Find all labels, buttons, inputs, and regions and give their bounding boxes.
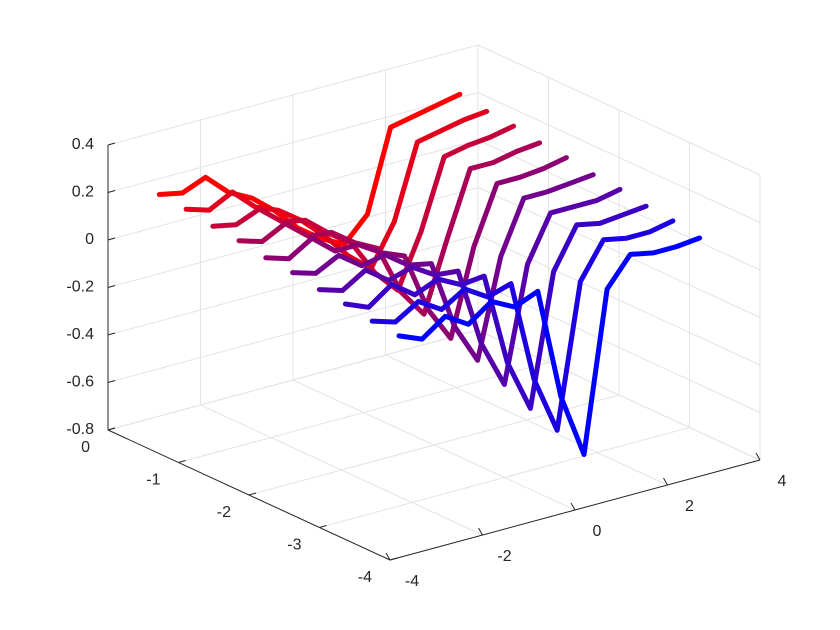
series xyxy=(263,155,569,341)
series xyxy=(183,108,490,271)
y-tick-label: -3 xyxy=(287,537,301,554)
series xyxy=(210,123,516,293)
series xyxy=(369,218,676,433)
series-line xyxy=(263,155,569,341)
grid-line xyxy=(248,394,620,496)
z-tick-label: 0 xyxy=(85,231,94,248)
z-tick xyxy=(107,142,116,146)
grid-line xyxy=(319,427,690,528)
series-line xyxy=(369,218,676,433)
x-tick-label: -4 xyxy=(405,573,419,590)
z-tick xyxy=(107,380,116,383)
y-tick-label: 0 xyxy=(81,439,90,456)
x-tick xyxy=(478,527,483,536)
x-tick xyxy=(570,502,576,511)
y-tick xyxy=(389,557,398,561)
series xyxy=(342,203,649,411)
series-line xyxy=(396,235,703,457)
grid-line xyxy=(107,92,479,193)
z-tick xyxy=(107,427,116,431)
z-tick-label: -0.6 xyxy=(66,374,94,391)
z-tick-label: -0.8 xyxy=(66,421,94,438)
z-tick xyxy=(107,190,116,193)
series xyxy=(290,172,596,363)
z-tick xyxy=(107,332,116,336)
series xyxy=(236,140,543,317)
x-tick xyxy=(755,452,761,461)
y-tick xyxy=(319,525,327,528)
y-tick-label: -4 xyxy=(358,569,372,586)
series-line xyxy=(156,91,463,247)
z-tick xyxy=(107,237,116,241)
grid-line xyxy=(107,187,479,288)
x-tick xyxy=(385,552,391,561)
series-line xyxy=(236,140,543,317)
x-tick xyxy=(663,477,668,486)
grid-line xyxy=(107,329,479,431)
grid-line xyxy=(178,362,549,463)
grid-line xyxy=(107,282,479,383)
x-tick-label: 2 xyxy=(685,498,694,515)
series-line xyxy=(290,172,596,363)
grid-line xyxy=(477,187,761,318)
series xyxy=(316,186,623,387)
z-tick-label: -0.2 xyxy=(66,279,94,296)
grid-line xyxy=(477,282,761,413)
y-tick xyxy=(248,492,257,496)
y-tick-label: -1 xyxy=(146,472,160,489)
series-line xyxy=(183,108,490,271)
z-tick-label: 0.4 xyxy=(72,136,94,153)
grid-line xyxy=(477,92,761,223)
y-tick-label: -2 xyxy=(217,504,231,521)
grid-line xyxy=(477,234,761,366)
series xyxy=(156,91,463,247)
grid-line xyxy=(107,139,479,241)
series-line xyxy=(210,123,516,293)
x-tick-label: -2 xyxy=(497,548,511,565)
x-tick-label: 4 xyxy=(778,473,787,490)
z-tick-label: 0.2 xyxy=(72,184,94,201)
y-tick xyxy=(178,460,186,463)
series-line xyxy=(316,186,623,387)
z-tick xyxy=(107,285,116,288)
grid-line xyxy=(477,44,761,176)
z-tick-label: -0.4 xyxy=(66,326,94,343)
grid-line xyxy=(107,44,479,146)
grid-line xyxy=(107,234,479,336)
x-tick-label: 0 xyxy=(593,523,602,540)
series-line xyxy=(342,203,649,411)
series xyxy=(396,235,703,457)
grid-line xyxy=(477,139,761,271)
